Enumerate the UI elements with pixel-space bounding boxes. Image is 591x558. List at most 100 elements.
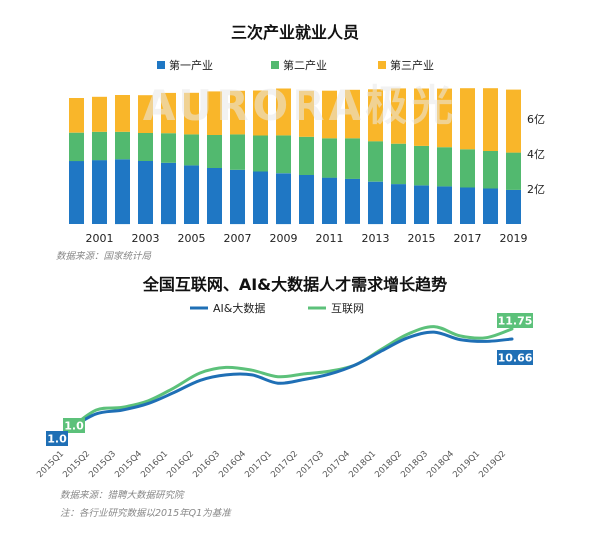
chart2-x-ticks: 2015Q12015Q22015Q32015Q42016Q12016Q22016… (35, 449, 508, 480)
x-tick-label: 2009 (270, 232, 298, 245)
x-tick-label: 2015Q4 (113, 449, 144, 480)
bar-segment-2018-0 (483, 188, 498, 224)
bar-segment-2005-0 (184, 165, 199, 224)
bar-segment-2019-2 (506, 89, 521, 153)
legend-swatch-primary (157, 61, 165, 69)
x-tick-label: 2018Q3 (399, 449, 430, 480)
bar-segment-2004-0 (161, 162, 176, 225)
bar-segment-2001-0 (92, 160, 107, 224)
x-tick-label: 2017Q1 (243, 449, 274, 480)
bar-segment-2018-2 (483, 88, 498, 151)
x-tick-label: 2003 (132, 232, 160, 245)
bar-segment-2017-1 (460, 149, 475, 188)
bar-segment-2008-1 (253, 135, 268, 172)
bar-segment-2003-0 (138, 161, 153, 224)
bar-segment-2005-1 (184, 134, 199, 166)
x-tick-label: 2015 (408, 232, 436, 245)
x-tick-label: 2016Q3 (191, 449, 222, 480)
bar-segment-2008-0 (253, 171, 268, 224)
bar-segment-2005-2 (184, 92, 199, 135)
badge-end-internet: 11.75 (497, 313, 533, 328)
bar-segment-2009-2 (276, 88, 291, 136)
bar-segment-2011-2 (322, 90, 337, 139)
bar-segment-2003-1 (138, 133, 153, 161)
x-tick-label: 2019Q1 (451, 449, 482, 480)
bar-segment-2015-0 (414, 185, 429, 224)
bar-segment-2013-0 (368, 181, 383, 225)
x-tick-label: 2015Q1 (35, 449, 66, 480)
bar-segment-2016-1 (437, 147, 452, 187)
talent-demand-line-chart: 全国互联网、AI&大数据人才需求增长趋势 AI&大数据 互联网 1.0 1.0 … (35, 275, 533, 519)
label-start-internet: 1.0 (64, 420, 84, 433)
x-tick-label: 2005 (178, 232, 206, 245)
bar-segment-2004-2 (161, 92, 176, 134)
y-tick-label: 2亿 (527, 183, 545, 196)
bar-segment-2000-2 (69, 98, 84, 133)
bar-segment-2011-1 (322, 138, 337, 178)
bar-segment-2000-1 (69, 132, 84, 162)
bar-segment-2015-1 (414, 145, 429, 186)
x-tick-label: 2019 (500, 232, 528, 245)
bar-segment-2002-1 (115, 131, 130, 160)
x-tick-label: 2017Q3 (295, 449, 326, 480)
bar-segment-2012-2 (345, 89, 360, 139)
bar-segment-2016-0 (437, 186, 452, 224)
chart1-legend: 第一产业 第二产业 第三产业 (157, 58, 434, 72)
x-tick-label: 2016Q1 (139, 449, 170, 480)
bar-segment-2001-1 (92, 131, 107, 161)
bar-segment-2011-0 (322, 177, 337, 224)
bar-segment-2015-2 (414, 88, 429, 146)
bar-segment-2013-2 (368, 89, 383, 142)
bar-segment-2012-0 (345, 178, 360, 224)
bar-segment-2017-2 (460, 88, 475, 150)
bar-segment-2007-1 (230, 134, 245, 170)
bar-segment-2019-0 (506, 189, 521, 224)
chart2-title: 全国互联网、AI&大数据人才需求增长趋势 (142, 275, 447, 294)
bar-segment-2004-1 (161, 133, 176, 163)
bar-segment-2006-2 (207, 91, 222, 135)
x-tick-label: 2017Q4 (321, 449, 352, 480)
x-tick-label: 2019Q2 (477, 449, 508, 480)
chart1-y-ticks: 2亿 4亿 6亿 (527, 113, 545, 196)
bar-segment-2018-1 (483, 151, 498, 189)
bar-segment-2010-0 (299, 175, 314, 224)
bar-segment-2002-2 (115, 95, 130, 132)
bar-segment-2013-1 (368, 141, 383, 182)
watermark-logo: AURORA极光 (143, 81, 457, 130)
legend-swatch-tertiary (378, 61, 386, 69)
chart2-note: 注：各行业研究数据以2015年Q1为基准 (60, 507, 232, 519)
badge-end-ai: 10.66 (497, 350, 533, 365)
series-line-internet (68, 325, 514, 431)
chart1-source: 数据来源：国家统计局 (56, 250, 152, 262)
bar-segment-2007-2 (230, 90, 245, 135)
x-tick-label: 2018Q4 (425, 449, 456, 480)
bar-segment-2012-1 (345, 138, 360, 179)
legend-swatch-secondary (271, 61, 279, 69)
x-tick-label: 2016Q4 (217, 449, 248, 480)
label-end-internet: 11.75 (498, 315, 533, 328)
chart1-title: 三次产业就业人员 (231, 23, 359, 42)
employment-stacked-bar-chart: 三次产业就业人员 第一产业 第二产业 第三产业 AURORA极光 2亿4亿6亿 … (56, 23, 545, 262)
badge-start-internet: 1.0 (63, 418, 85, 433)
legend-label-secondary: 第二产业 (283, 58, 327, 72)
chart1-x-ticks: 2001 2003 2005 2007 2009 2011 2013 2015 2017 2019 (86, 232, 528, 245)
chart1-bars (69, 88, 521, 225)
x-tick-label: 2018Q2 (373, 449, 404, 480)
x-tick-label: 2015Q2 (61, 449, 92, 480)
bar-segment-2009-1 (276, 135, 291, 174)
bar-segment-2014-2 (391, 88, 406, 144)
bar-segment-2007-0 (230, 169, 245, 225)
x-tick-label: 2017 (454, 232, 482, 245)
x-tick-label: 2016Q2 (165, 449, 196, 480)
bar-segment-2010-1 (299, 136, 314, 175)
y-tick-label: 4亿 (527, 148, 545, 161)
legend-label-internet: 互联网 (331, 302, 364, 315)
x-tick-label: 2007 (224, 232, 252, 245)
x-tick-label: 2001 (86, 232, 114, 245)
bar-segment-2003-2 (138, 95, 153, 133)
bar-segment-2008-2 (253, 90, 268, 136)
bar-segment-2009-0 (276, 173, 291, 225)
legend-label-ai: AI&大数据 (213, 301, 265, 315)
bar-segment-2006-0 (207, 168, 222, 224)
series-line-ai (68, 330, 514, 431)
